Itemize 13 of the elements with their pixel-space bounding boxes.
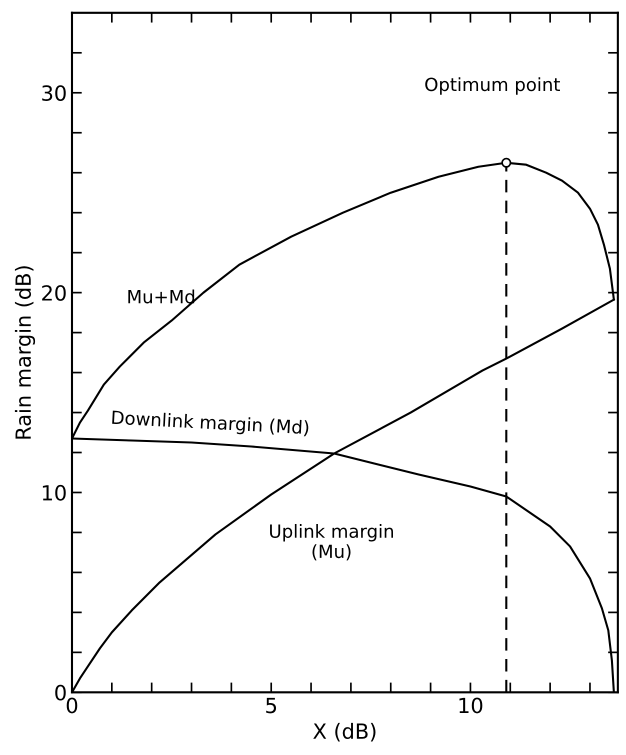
x-axis-title: X (dB) [313,722,376,742]
series-label: Downlink margin (Md) [112,410,309,438]
y-tick-label: 0 [55,684,66,701]
y-axis-title: Rain margin (dB) [14,266,36,439]
series-label: Uplink margin (Mu) [270,524,393,560]
x-tick-label: 10 [459,698,482,714]
x-tick-label: 5 [266,698,276,714]
x-tick-label: 0 [66,698,78,714]
y-tick-label: 30 [42,85,66,101]
annotation: Optimum point [425,77,560,95]
series-label: Mu+Md [128,289,194,304]
y-tick-label: 10 [42,484,66,501]
y-tick-label: 20 [42,285,66,301]
